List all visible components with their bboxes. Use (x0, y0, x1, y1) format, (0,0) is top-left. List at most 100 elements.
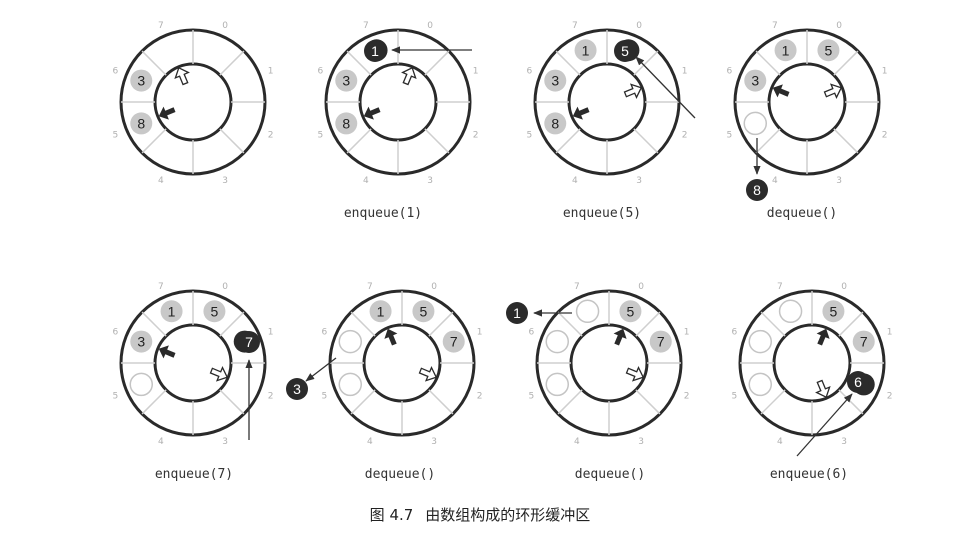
slot-value: 1 (377, 303, 385, 319)
write-pointer-arrow (823, 83, 843, 99)
slot-index: 5 (727, 131, 733, 141)
slot-divider (346, 50, 372, 76)
slot-node (817, 39, 840, 62)
slot-divider (219, 311, 245, 337)
slot-index: 2 (882, 131, 888, 141)
slot-node (822, 300, 845, 323)
moved-node (847, 371, 869, 393)
empty-slot-node (778, 299, 803, 324)
slot-divider (833, 50, 859, 76)
slot-index: 0 (836, 21, 842, 31)
inner-ring (153, 62, 233, 142)
slot-index: 7 (158, 282, 164, 292)
write-pointer-arrow (209, 366, 229, 382)
slot-index: 6 (529, 327, 535, 337)
slot-value: 7 (450, 334, 458, 350)
slot-divider (555, 50, 581, 76)
slot-value: 3 (342, 73, 350, 89)
inner-ring (358, 62, 438, 142)
slot-index: 1 (887, 327, 893, 337)
slot-index: 3 (836, 176, 842, 186)
slot-value: 1 (168, 303, 176, 319)
slot-index: 2 (268, 392, 274, 402)
slot-index: 7 (367, 282, 373, 292)
write-pointer-arrow (625, 366, 645, 382)
slot-index: 3 (841, 437, 847, 447)
figure-caption: 图 4.7 由数组构成的环形缓冲区 (0, 504, 960, 525)
slot-value: 5 (420, 303, 428, 319)
slot-index: 3 (427, 176, 433, 186)
slot-node (335, 69, 358, 92)
slot-divider (141, 311, 167, 337)
slot-index: 1 (473, 66, 479, 76)
slot-node (130, 112, 153, 135)
slot-node (412, 300, 435, 323)
ring-buffer-6: 0 1 2 3 4 5 6 7 5 7 1 (506, 282, 689, 447)
slot-divider (760, 311, 786, 337)
ring-buffer-3: 0 1 2 3 4 5 6 7 5 3 1 8 (727, 21, 888, 201)
empty-slot-node (545, 329, 570, 354)
slot-index: 7 (572, 21, 578, 31)
slot-index: 6 (727, 66, 733, 76)
slot-index: 1 (682, 66, 688, 76)
slot-divider (557, 389, 583, 415)
slot-index: 1 (268, 66, 274, 76)
slot-index: 5 (322, 392, 328, 402)
write-pointer-arrow (174, 66, 190, 86)
empty-slot-node (743, 111, 768, 136)
slot-divider (428, 389, 454, 415)
slot-divider (350, 311, 376, 337)
slot-index: 7 (158, 21, 164, 31)
moved-node-value: 3 (293, 381, 301, 397)
write-pointer-arrow (418, 366, 438, 382)
slot-node (369, 300, 392, 323)
slot-node (544, 69, 567, 92)
slot-index: 4 (158, 176, 164, 186)
slot-index: 5 (113, 131, 119, 141)
slot-index: 7 (772, 21, 778, 31)
slot-index: 2 (473, 131, 479, 141)
slot-value: 5 (825, 42, 833, 58)
caption-text: 由数组构成的环形缓冲区 (425, 506, 591, 524)
slot-value: 8 (342, 115, 350, 131)
slot-node (774, 39, 797, 62)
read-pointer-arrow (384, 328, 398, 346)
slot-index: 4 (777, 437, 783, 447)
slot-index: 0 (222, 282, 228, 292)
slot-index: 6 (322, 327, 328, 337)
slot-index: 1 (882, 66, 888, 76)
moved-node-value: 1 (513, 305, 521, 321)
moved-node-value: 1 (371, 43, 379, 59)
slot-divider (555, 128, 581, 154)
slot-index: 4 (367, 437, 373, 447)
read-pointer-arrow (816, 328, 830, 346)
slot-index: 1 (477, 327, 483, 337)
slot-divider (219, 128, 245, 154)
slot-divider (557, 311, 583, 337)
slot-index: 5 (732, 392, 738, 402)
slot-node (335, 112, 358, 135)
slot-value: 1 (782, 42, 790, 58)
slot-value: 5 (627, 303, 635, 319)
slot-value: 3 (551, 73, 559, 89)
slot-value: 3 (137, 73, 145, 89)
slot-index: 1 (268, 327, 274, 337)
slot-index: 5 (318, 131, 324, 141)
label-dequeue-a: dequeue() (766, 206, 838, 221)
slot-node (160, 300, 183, 323)
inner-ring (567, 62, 647, 142)
slot-divider (635, 311, 661, 337)
slot-divider (633, 128, 659, 154)
label-enqueue-1: enqueue(1) (343, 206, 423, 221)
slot-index: 4 (158, 437, 164, 447)
slot-index: 0 (636, 21, 642, 31)
slot-index: 4 (574, 437, 580, 447)
slot-divider (635, 389, 661, 415)
slot-index: 2 (887, 392, 893, 402)
slot-node (852, 330, 875, 353)
ring-buffer-0: 0 1 2 3 4 5 6 7 8 3 (113, 21, 274, 186)
read-pointer-arrow (772, 84, 790, 98)
ring-buffer-7: 012345675766 (732, 282, 893, 457)
inner-ring (362, 323, 442, 403)
slot-index: 2 (477, 392, 483, 402)
